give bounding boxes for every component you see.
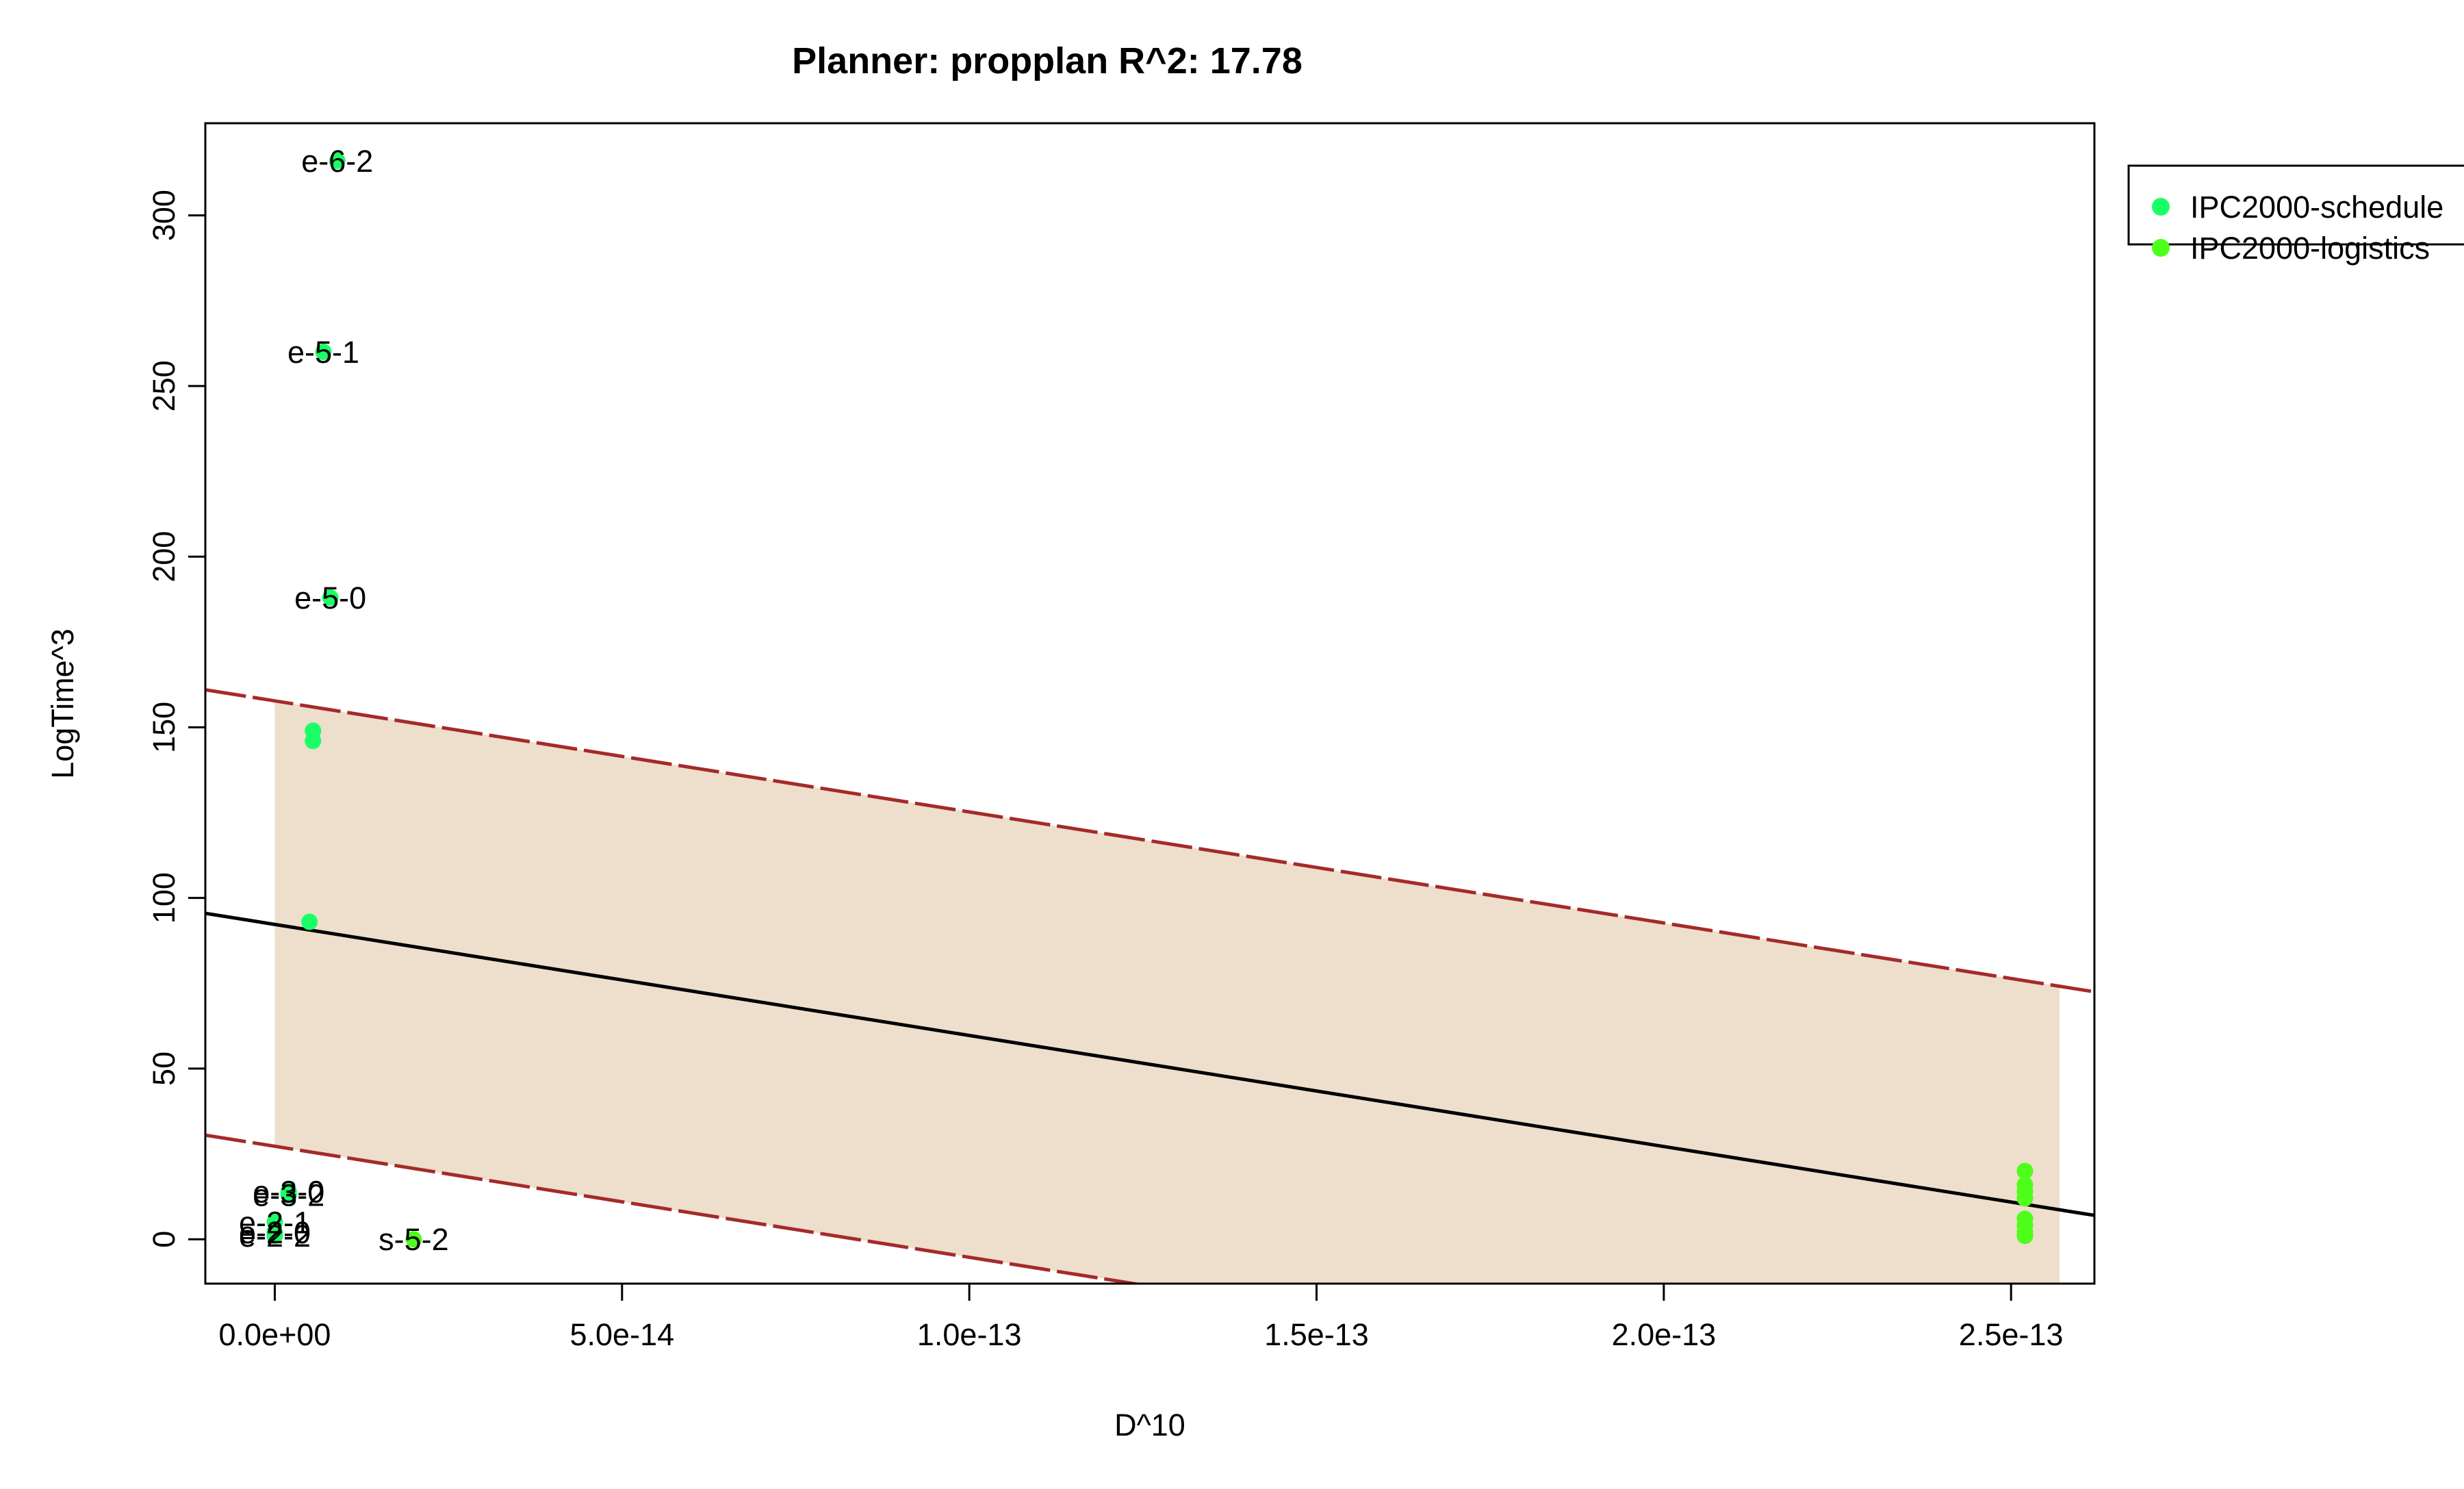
data-point xyxy=(315,344,332,361)
data-point xyxy=(405,1231,422,1248)
point-label: s-5-2 xyxy=(378,1222,449,1257)
legend-box xyxy=(2127,164,2464,246)
point-label: e-6-2 xyxy=(301,144,373,179)
prediction-band-upper-line xyxy=(205,688,2094,994)
point-label: e-2-1 xyxy=(239,1205,311,1240)
x-axis-label: D^10 xyxy=(1114,1408,1185,1442)
data-point xyxy=(280,1186,297,1204)
x-tick-label: 1.0e-13 xyxy=(917,1317,1022,1352)
y-tick-label: 50 xyxy=(146,1052,181,1086)
point-label: e-2-2 xyxy=(239,1219,311,1253)
y-tick-label: 200 xyxy=(146,531,181,583)
x-axis: 0.0e+00 5.0e-14 1.0e-13 1.5e-13 2.0e-13 2.5e-… xyxy=(219,1282,2064,1352)
legend: IPC2000-schedule IPC2000-logistics xyxy=(2127,164,2464,266)
regression-line xyxy=(205,911,2094,1217)
point-label: e-5-1 xyxy=(287,335,359,370)
point-label: e-5-0 xyxy=(294,581,366,615)
legend-label: IPC2000-schedule xyxy=(2190,190,2443,225)
x-tick-label: 1.5e-13 xyxy=(1264,1317,1369,1352)
legend-marker xyxy=(2152,198,2170,216)
data-point xyxy=(301,913,318,930)
y-axis: 0 50 100 150 200 250 300 xyxy=(146,190,207,1248)
x-tick-label: 2.0e-13 xyxy=(1612,1317,1717,1352)
legend-label: IPC2000-logistics xyxy=(2190,231,2430,266)
data-point xyxy=(2016,1190,2033,1207)
y-tick-label: 300 xyxy=(146,190,181,241)
point-label: e-2-0 xyxy=(239,1215,311,1250)
point-label: e-3-2 xyxy=(253,1178,324,1212)
data-point xyxy=(329,152,346,169)
x-tick-label: 2.5e-13 xyxy=(1959,1317,2064,1352)
y-tick-label: 150 xyxy=(146,702,181,753)
prediction-band-lower-line xyxy=(205,1133,1145,1284)
legend-marker xyxy=(2152,239,2170,257)
x-tick-label: 5.0e-14 xyxy=(570,1317,675,1352)
data-point xyxy=(266,1227,283,1245)
plot-area: e-6-2 e-5-1 e-5-0 e-3-0e-3-2e-2-1e-2-0e-2-2… xyxy=(204,122,2096,1285)
plot-clip-group: e-6-2 e-5-1 e-5-0 e-3-0e-3-2e-2-1e-2-0e-2-2… xyxy=(205,144,2094,1284)
y-tick-label: 0 xyxy=(146,1231,181,1248)
y-axis-label: LogTime^3 xyxy=(45,628,80,779)
x-tick-label: 0.0e+00 xyxy=(219,1317,331,1352)
data-point xyxy=(2016,1227,2033,1245)
data-point xyxy=(2016,1162,2033,1180)
data-point xyxy=(305,733,322,750)
data-point xyxy=(322,589,339,606)
y-tick-label: 250 xyxy=(146,360,181,411)
point-label: e-3-0 xyxy=(253,1174,324,1209)
y-tick-label: 100 xyxy=(146,872,181,924)
chart-title: Planner: propplan R^2: 17.78 xyxy=(792,40,1302,81)
